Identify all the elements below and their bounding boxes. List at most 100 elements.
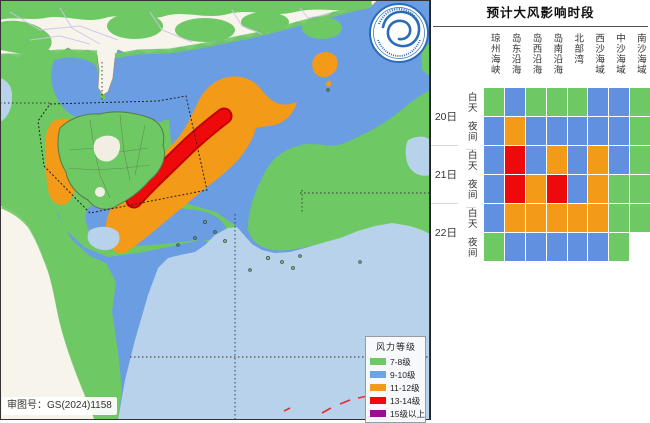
wind-cell xyxy=(609,146,630,174)
wind-cell xyxy=(484,146,504,174)
date-label: 20日 xyxy=(434,111,457,123)
wind-cell xyxy=(567,117,588,145)
wind-cell xyxy=(546,146,567,174)
wind-cell xyxy=(588,233,609,261)
wind-cell xyxy=(504,175,525,203)
wind-cell xyxy=(484,175,504,203)
wind-cell xyxy=(504,88,525,116)
wind-cell xyxy=(630,146,650,174)
period-label: 白天 xyxy=(465,149,477,171)
wind-cell xyxy=(630,204,650,232)
mainland-green-blob-c xyxy=(175,18,235,42)
logo-arc-text-top xyxy=(377,7,421,25)
wind-cell xyxy=(525,204,546,232)
wind-cell xyxy=(546,88,567,116)
vietnam-green-fringe xyxy=(1,203,100,420)
period-label: 白天 xyxy=(465,91,477,113)
forecast-area-polygon xyxy=(37,95,208,214)
coastal-green-fringe xyxy=(0,1,373,59)
wind-cell xyxy=(504,204,525,232)
wind-cell xyxy=(546,233,567,261)
wind-cell xyxy=(546,204,567,232)
column-header: 岛南沿海 xyxy=(551,33,563,75)
wind-cell xyxy=(609,204,630,232)
column-header: 南沙海域 xyxy=(634,33,646,75)
legend-item: 7-8级 xyxy=(370,355,422,368)
wind-cell xyxy=(630,233,650,261)
panel-title: 预计大风影响时段 xyxy=(486,6,595,20)
pale-sea-right-blob xyxy=(405,136,430,176)
wind-cell xyxy=(546,117,567,145)
wind-cell xyxy=(484,233,504,261)
period-label: 白天 xyxy=(465,207,477,229)
wind-cell xyxy=(567,204,588,232)
legend-swatch xyxy=(370,397,386,404)
wind-cell xyxy=(504,146,525,174)
wind-cell xyxy=(567,146,588,174)
wind-cell xyxy=(609,233,630,261)
hainan-south-pale-bay xyxy=(87,226,120,251)
wind-cell xyxy=(525,88,546,116)
column-header: 中沙海域 xyxy=(613,33,625,75)
legend-label: 11-12级 xyxy=(390,382,420,393)
wind-period-grid: 琼州海峡 岛东沿海 岛西沿海 岛南沿海 北部湾 西沙海域 中沙海域 南沙海域 20日 白天 夜间 21… xyxy=(431,31,650,261)
wind-cell xyxy=(609,175,630,203)
map-approval-number: 审图号：GS(2024)1158 xyxy=(2,397,117,415)
period-label: 夜间 xyxy=(465,236,477,258)
legend-swatch xyxy=(370,410,386,417)
wind-forecast-map: 审图号：GS(2024)1158 风力等级 7-8级 9-10级 11-12级 13-… xyxy=(0,0,430,423)
wind-zone-11-12-northeast-patch xyxy=(312,51,338,87)
date-label: 21日 xyxy=(431,146,458,203)
legend-label: 15级以上 xyxy=(390,408,425,419)
wind-cell xyxy=(588,117,609,145)
wind-cell xyxy=(525,175,546,203)
wind-period-panel: 预计大风影响时段 琼州海峡 岛东沿海 岛西沿海 岛南沿海 北部湾 西沙海域 中沙海域 南沙海域… xyxy=(430,0,650,420)
column-header: 岛西沿海 xyxy=(530,33,542,75)
title-divider xyxy=(433,26,648,27)
wind-cell xyxy=(504,117,525,145)
wind-cell xyxy=(484,204,504,232)
legend-items: 7-8级 9-10级 11-12级 13-14级 15级以上 xyxy=(370,355,425,420)
hainan-meteorological-bureau-logo xyxy=(369,3,429,63)
column-header: 西沙海域 xyxy=(593,33,605,75)
legend-label: 9-10级 xyxy=(390,369,416,380)
hainan-highland-patch xyxy=(93,135,120,162)
wind-cell xyxy=(525,146,546,174)
mainland-green-blob-b xyxy=(107,13,163,39)
pale-sea-south xyxy=(118,223,430,420)
wind-cell xyxy=(546,175,567,203)
wind-cell xyxy=(609,88,630,116)
legend-item: 15级以上 xyxy=(370,407,425,420)
wind-cell xyxy=(630,117,650,145)
wind-cell xyxy=(588,204,609,232)
pale-sea-left-strip xyxy=(0,78,13,122)
wind-cell xyxy=(484,88,504,116)
period-label: 夜间 xyxy=(465,120,477,142)
graticule-lines xyxy=(0,62,430,420)
wind-cell xyxy=(630,88,650,116)
wind-cell xyxy=(588,175,609,203)
wind-zone-11-12-main-band xyxy=(105,76,298,254)
wind-cell xyxy=(525,117,546,145)
wind-cell xyxy=(484,117,504,145)
legend-swatch xyxy=(370,358,386,365)
wind-cell xyxy=(609,117,630,145)
legend-label: 13-14级 xyxy=(390,395,421,406)
column-header: 岛东沿海 xyxy=(509,33,521,75)
date-label: 22日 xyxy=(431,204,458,261)
legend-label: 7-8级 xyxy=(390,356,411,367)
header-spacer xyxy=(431,31,483,87)
legend-item: 11-12级 xyxy=(370,381,422,394)
beibu-gulf-blue xyxy=(51,57,172,122)
hainan-island xyxy=(57,111,165,210)
wind-zone-13-14-core xyxy=(127,109,231,207)
wind-cell xyxy=(630,175,650,203)
column-header: 琼州海峡 xyxy=(488,33,500,75)
legend-item: 13-14级 xyxy=(370,394,422,407)
island-dots xyxy=(176,88,362,272)
typhoon-spiral-icon xyxy=(381,10,421,48)
map-canvas xyxy=(0,0,430,420)
legend-swatch xyxy=(370,371,386,378)
wind-zone-7-8-east xyxy=(248,90,430,251)
legend-item: 9-10级 xyxy=(370,368,422,381)
